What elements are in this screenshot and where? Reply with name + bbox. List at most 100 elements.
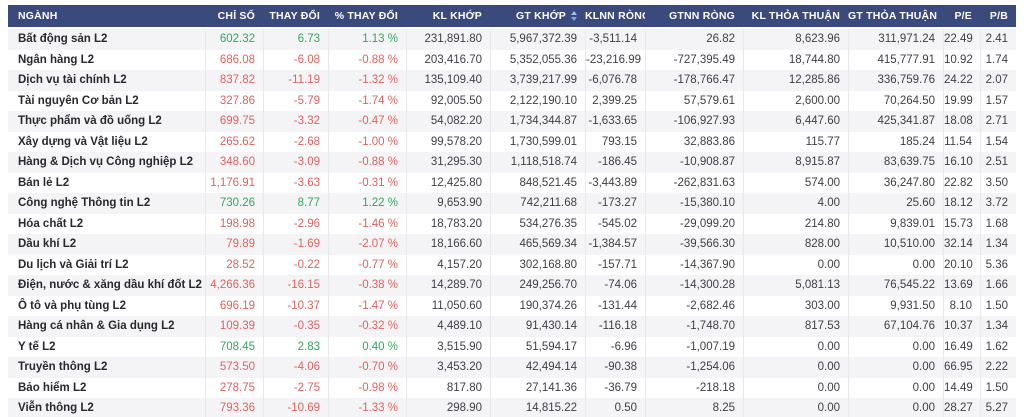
sector-row: Tài nguyên Cơ bản L2 327.86 -5.79 -1.74 % 92… — [8, 90, 1016, 111]
foreign-net-volume-value: -90.38 — [585, 357, 645, 378]
matched-volume-value: 4,489.10 — [406, 316, 490, 337]
sector-name-cell[interactable]: Y tế L2 — [18, 340, 56, 353]
foreign-net-value-value: -29,099.20 — [645, 213, 743, 234]
pe-value: 20.10 — [943, 254, 980, 275]
matched-volume-value: 298.90 — [406, 398, 490, 417]
matched-value-value: 2,122,190.10 — [490, 90, 585, 111]
foreign-net-value-value: -178,766.47 — [645, 70, 743, 91]
sector-row: Hàng & Dịch vụ Công nghiệp L2 348.60 -3.09… — [8, 152, 1016, 173]
index-value: 696.19 — [205, 295, 263, 316]
putthrough-value-value: 336,759.76 — [848, 70, 943, 91]
col-header-pb[interactable]: P/B — [980, 5, 1016, 29]
table-header: NGÀNH CHỈ SỐ THAY ĐỔI % THAY ĐỔI KL KHỚP… — [8, 5, 1016, 29]
col-header-foreign-net-value[interactable]: GTNN RÒNG — [645, 5, 743, 29]
pb-value: 1.34 — [980, 234, 1016, 255]
pb-value: 5.27 — [980, 398, 1016, 417]
change-value: -2.75 — [263, 377, 328, 398]
sector-name-cell[interactable]: Truyền thông L2 — [18, 361, 108, 374]
sector-name-cell[interactable]: Tài nguyên Cơ bản L2 — [18, 94, 139, 107]
foreign-net-volume-value: -186.45 — [585, 152, 645, 173]
pb-value: 1.50 — [980, 295, 1016, 316]
pct-change-value: -2.07 % — [328, 234, 406, 255]
index-value: 602.32 — [205, 29, 263, 50]
putthrough-volume-value: 4.00 — [743, 193, 848, 214]
col-header-foreign-net-volume[interactable]: KLNN RÒNG — [585, 5, 645, 29]
index-value: 198.98 — [205, 213, 263, 234]
col-header-matched-value[interactable]: GT KHỚP — [490, 5, 585, 29]
sector-name-cell[interactable]: Bất động sản L2 — [18, 33, 108, 46]
putthrough-value-value: 425,341.87 — [848, 111, 943, 132]
pe-value: 10.92 — [943, 49, 980, 70]
col-header-pct-change[interactable]: % THAY ĐỔI — [328, 5, 406, 29]
putthrough-volume-value: 0.00 — [743, 336, 848, 357]
sector-name-cell[interactable]: Điện, nước & xăng dầu khí đốt L2 — [18, 279, 202, 292]
matched-volume-value: 99,578.20 — [406, 131, 490, 152]
matched-volume-value: 135,109.40 — [406, 70, 490, 91]
sector-name-cell[interactable]: Hàng & Dịch vụ Công nghiệp L2 — [18, 156, 194, 169]
putthrough-volume-value: 5,081.13 — [743, 275, 848, 296]
matched-value-value: 3,739,217.99 — [490, 70, 585, 91]
pb-value: 1.66 — [980, 275, 1016, 296]
pct-change-value: -0.77 % — [328, 254, 406, 275]
matched-value-value: 5,967,372.39 — [490, 29, 585, 50]
foreign-net-volume-value: -1,384.57 — [585, 234, 645, 255]
change-value: -5.79 — [263, 90, 328, 111]
putthrough-volume-value: 574.00 — [743, 172, 848, 193]
sector-name-cell[interactable]: Ô tô và phụ tùng L2 — [18, 299, 126, 312]
sector-name-cell[interactable]: Viễn thông L2 — [18, 402, 94, 415]
putthrough-value-value: 76,545.22 — [848, 275, 943, 296]
pe-value: 15.73 — [943, 213, 980, 234]
sector-name-cell[interactable]: Công nghệ Thông tin L2 — [18, 197, 151, 210]
col-header-sector[interactable]: NGÀNH — [8, 5, 205, 29]
sector-name-cell[interactable]: Bảo hiểm L2 — [18, 381, 87, 394]
sector-row: Hàng cá nhân & Gia dụng L2 109.39 -0.35 -0.… — [8, 316, 1016, 337]
change-value: -3.09 — [263, 152, 328, 173]
sector-name-cell[interactable]: Thực phẩm và đồ uống L2 — [18, 115, 162, 128]
matched-value-value: 42,494.14 — [490, 357, 585, 378]
col-header-putthrough-value[interactable]: GT THỎA THUẬN — [848, 5, 943, 29]
col-header-pe[interactable]: P/E — [943, 5, 980, 29]
pb-value: 1.62 — [980, 336, 1016, 357]
sector-name-cell[interactable]: Dầu khí L2 — [18, 238, 77, 251]
sector-name-cell[interactable]: Ngân hàng L2 — [18, 53, 95, 66]
pe-value: 16.49 — [943, 336, 980, 357]
foreign-net-volume-value: -74.06 — [585, 275, 645, 296]
index-value: 109.39 — [205, 316, 263, 337]
sector-row: Bảo hiểm L2 278.75 -2.75 -0.98 % 817.80 27,14… — [8, 377, 1016, 398]
pct-change-value: -1.00 % — [328, 131, 406, 152]
foreign-net-volume-value: -545.02 — [585, 213, 645, 234]
putthrough-value-value: 25.60 — [848, 193, 943, 214]
matched-volume-value: 3,453.20 — [406, 357, 490, 378]
change-value: -2.68 — [263, 131, 328, 152]
pb-value: 1.50 — [980, 377, 1016, 398]
pct-change-value: 1.13 % — [328, 29, 406, 50]
matched-value-value: 249,256.70 — [490, 275, 585, 296]
putthrough-volume-value: 817.53 — [743, 316, 848, 337]
index-value: 79.89 — [205, 234, 263, 255]
matched-volume-value: 9,653.90 — [406, 193, 490, 214]
pe-value: 24.22 — [943, 70, 980, 91]
sector-name-cell[interactable]: Xây dựng và Vật liệu L2 — [18, 135, 148, 148]
matched-volume-value: 31,295.30 — [406, 152, 490, 173]
sort-asc-desc-icon[interactable] — [571, 11, 577, 22]
col-header-putthrough-volume[interactable]: KL THỎA THUẬN — [743, 5, 848, 29]
change-value: -11.19 — [263, 70, 328, 91]
sector-name-cell[interactable]: Dịch vụ tài chính L2 — [18, 74, 127, 87]
col-header-matched-volume[interactable]: KL KHỚP — [406, 5, 490, 29]
col-header-index[interactable]: CHỈ SỐ — [205, 5, 263, 29]
sector-name-cell[interactable]: Hóa chất L2 — [18, 217, 84, 230]
index-value: 708.45 — [205, 336, 263, 357]
col-header-change[interactable]: THAY ĐỔI — [263, 5, 328, 29]
sector-row: Công nghệ Thông tin L2 730.26 8.77 1.22 % 9,… — [8, 193, 1016, 214]
matched-volume-value: 203,416.70 — [406, 49, 490, 70]
pe-value: 19.99 — [943, 90, 980, 111]
sector-name-cell[interactable]: Du lịch và Giải trí L2 — [18, 258, 129, 271]
matched-value-value: 1,118,518.74 — [490, 152, 585, 173]
change-value: 2.83 — [263, 336, 328, 357]
sector-name-cell[interactable]: Bán lẻ L2 — [18, 176, 70, 189]
table-header-row: NGÀNH CHỈ SỐ THAY ĐỔI % THAY ĐỔI KL KHỚP… — [8, 5, 1016, 29]
foreign-net-volume-value: -157.71 — [585, 254, 645, 275]
putthrough-value-value: 9,839.01 — [848, 213, 943, 234]
sector-row: Điện, nước & xăng dầu khí đốt L2 4,266.36… — [8, 275, 1016, 296]
sector-name-cell[interactable]: Hàng cá nhân & Gia dụng L2 — [18, 320, 175, 333]
